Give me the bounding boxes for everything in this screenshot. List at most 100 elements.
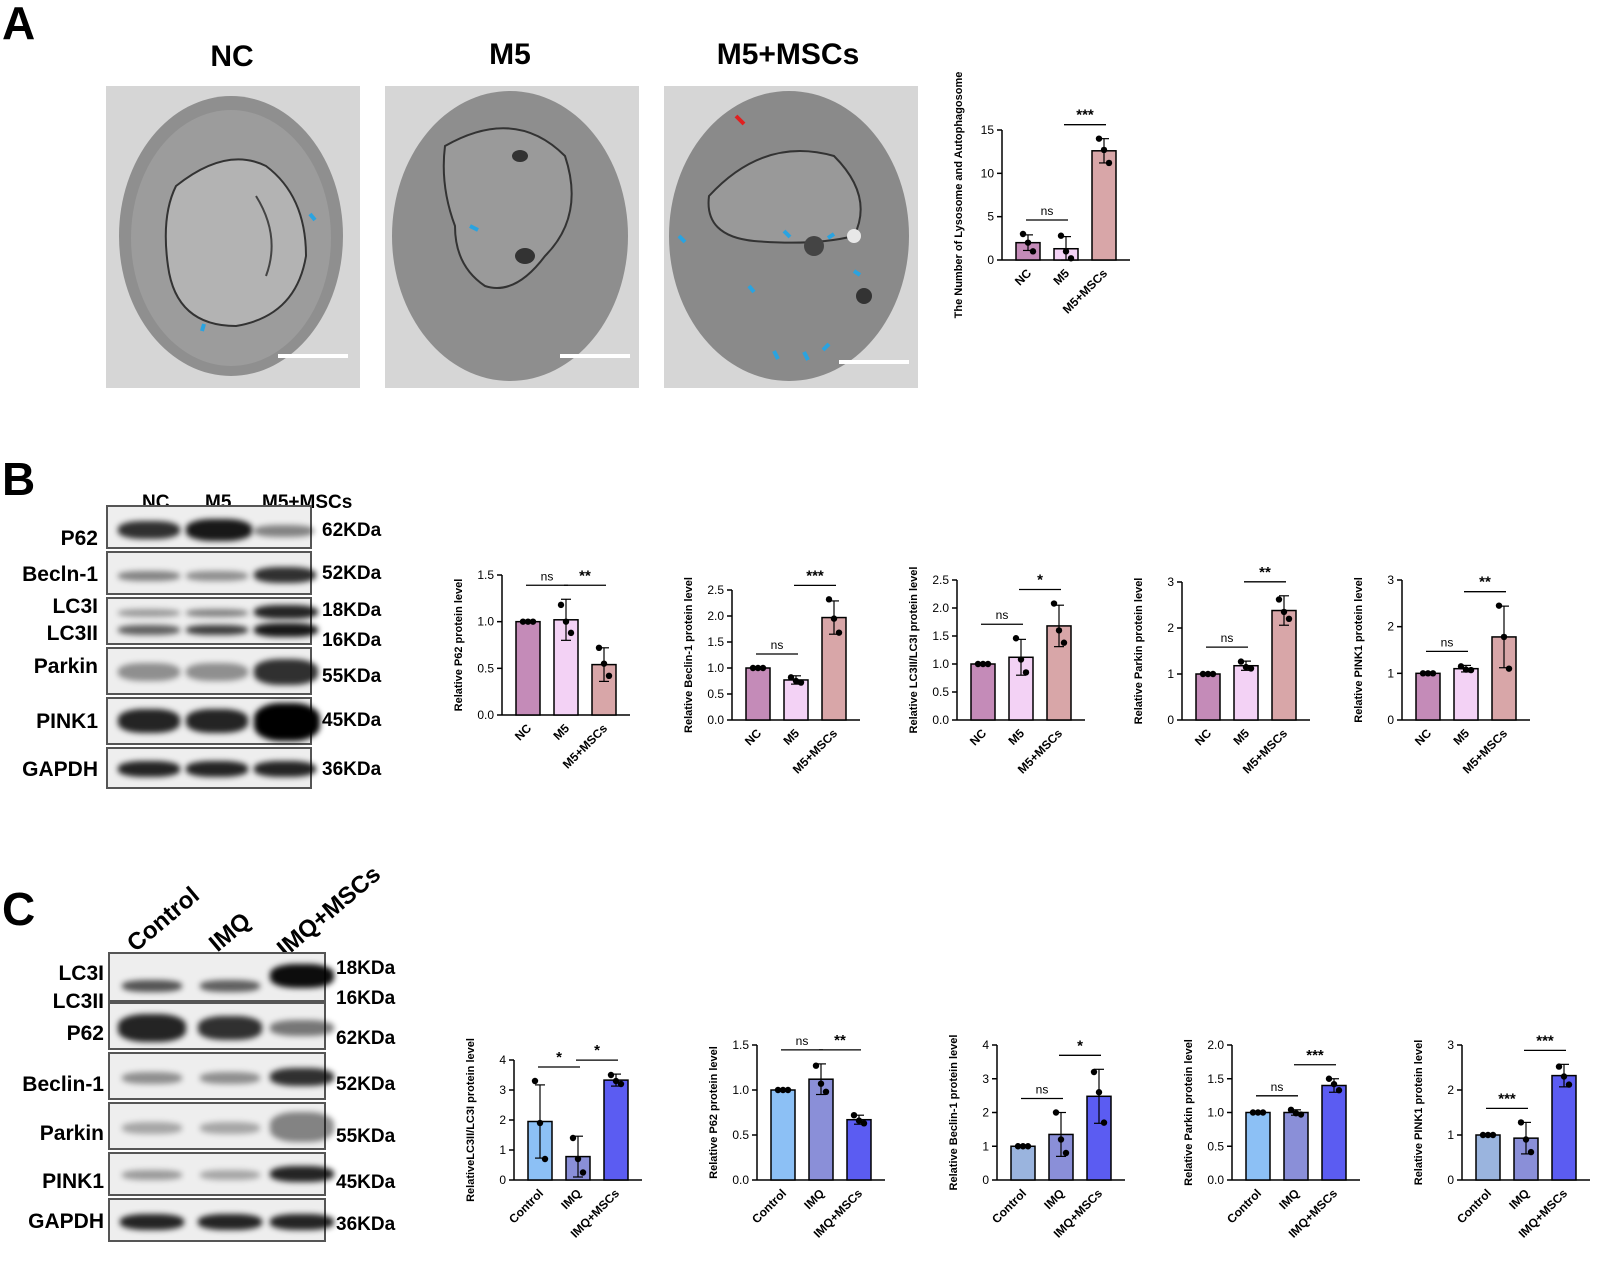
y-tick-label: 0.5 bbox=[477, 661, 494, 675]
em-title-nc: NC bbox=[210, 40, 254, 73]
panel-label-c: C bbox=[2, 883, 36, 935]
blot-c-strip-lc3-band bbox=[270, 964, 334, 988]
blot-b-strip-gapdh-band bbox=[254, 761, 316, 777]
data-point bbox=[1555, 1063, 1563, 1070]
sig-label: *** bbox=[1498, 1090, 1516, 1107]
data-point bbox=[612, 1077, 620, 1085]
blot-c-protein-6: GAPDH bbox=[28, 1210, 104, 1233]
chart-b-beclin: Relative Beclin-1 protein level 0.0 0.5 1.0… bbox=[680, 550, 860, 810]
sig-label: ns bbox=[1271, 1080, 1284, 1094]
x-tick-label: NC bbox=[742, 726, 764, 748]
data-point bbox=[567, 629, 575, 637]
chart-b-parkin: Relative Parkin protein level 0 1 2 3 NC M5 M5+… bbox=[1130, 542, 1310, 810]
y-tick-label: 1 bbox=[982, 1139, 989, 1153]
y-tick-label: 0.5 bbox=[932, 685, 949, 699]
data-point bbox=[574, 1155, 582, 1163]
x-tick-label: Control bbox=[1454, 1186, 1494, 1226]
sig-label: *** bbox=[806, 567, 824, 584]
blot-c-strip-p62-band bbox=[118, 1014, 186, 1042]
data-point bbox=[1014, 1143, 1022, 1150]
blot-c-strip-lc3-band bbox=[122, 980, 182, 992]
chart-c-pink1: Relative PINK1 protein level 0 1 2 3 Control I… bbox=[1410, 1005, 1590, 1270]
chart-c-beclin: Relative Beclin-1 protein level 0 1 2 3 4 Cont… bbox=[945, 1005, 1125, 1270]
x-tick-label: NC bbox=[1192, 726, 1214, 748]
sig-label: ns bbox=[1036, 1083, 1049, 1097]
y-tick-label: 0 bbox=[987, 253, 994, 267]
data-point bbox=[1500, 633, 1508, 641]
data-point bbox=[1019, 1143, 1027, 1150]
x-tick-label: M5 bbox=[550, 721, 572, 743]
data-point bbox=[830, 615, 838, 622]
data-point bbox=[759, 664, 767, 672]
y-tick-label: 2.0 bbox=[1207, 1038, 1224, 1052]
x-tick-label: M5 bbox=[1050, 266, 1072, 288]
y-tick-label: 0 bbox=[1167, 713, 1174, 727]
data-point bbox=[1429, 670, 1437, 677]
data-point bbox=[825, 596, 833, 603]
blot-c-kda-0: 18KDa bbox=[336, 958, 396, 979]
data-point bbox=[1237, 658, 1245, 665]
blot-b-strip-parkin-band bbox=[254, 659, 318, 685]
blot-b-strip-parkin bbox=[106, 647, 318, 695]
data-point bbox=[1259, 1109, 1267, 1116]
blot-b-strip-lc3-band bbox=[186, 625, 248, 635]
bar bbox=[1321, 1084, 1347, 1181]
blot-c-strip-lc3-band bbox=[200, 980, 260, 992]
data-point bbox=[1057, 1136, 1065, 1143]
bar bbox=[808, 1078, 834, 1181]
chart-ylabel: Relative P62 protein level bbox=[708, 1046, 720, 1179]
data-point bbox=[979, 660, 987, 668]
blot-c-strip-gapdh bbox=[108, 1198, 334, 1242]
data-point bbox=[531, 1077, 539, 1085]
em-title-m5: M5 bbox=[489, 38, 531, 71]
y-tick-label: 1 bbox=[1387, 666, 1394, 680]
data-point bbox=[1024, 1143, 1032, 1150]
bar bbox=[603, 1079, 629, 1181]
blot-b-protein-6: GAPDH bbox=[22, 758, 98, 781]
data-point bbox=[557, 601, 565, 609]
chart-b-lc3: Relative LC3II/LC3I protein level 0.0 0.5 1… bbox=[905, 540, 1085, 810]
blot-b-strip-gapdh bbox=[106, 747, 316, 789]
blot-c-strip-lc3 bbox=[108, 952, 334, 1002]
bar bbox=[515, 620, 541, 716]
data-point bbox=[579, 1169, 587, 1176]
x-tick-label: M5 bbox=[1230, 726, 1252, 748]
blot-b-strip-pink1-band bbox=[186, 709, 248, 733]
blot-b-strip-parkin-band bbox=[186, 663, 248, 681]
blot-c-strip-beclin-band bbox=[122, 1072, 182, 1084]
x-tick-label: Control bbox=[749, 1186, 789, 1226]
data-point bbox=[1057, 232, 1065, 239]
sig-label: ** bbox=[834, 1032, 846, 1049]
data-point bbox=[1100, 146, 1108, 154]
x-tick-label: Control bbox=[1224, 1186, 1264, 1226]
chart-svg: Relative P62 protein level 0.0 0.5 1.0 1.5 Co… bbox=[708, 1032, 885, 1241]
data-point bbox=[1067, 255, 1075, 262]
data-point bbox=[1424, 670, 1432, 677]
sig-label: ns bbox=[771, 638, 784, 652]
sig-label: ns bbox=[1441, 635, 1454, 649]
blot-c-kda-4: 55KDa bbox=[336, 1126, 396, 1147]
x-tick-label: NC bbox=[512, 721, 534, 743]
sig-label: ** bbox=[1259, 564, 1271, 581]
sig-label: ns bbox=[541, 569, 554, 583]
x-tick-label: Control bbox=[989, 1186, 1029, 1226]
data-point bbox=[1095, 1089, 1103, 1096]
bar bbox=[1010, 1145, 1036, 1181]
chart-c-lc3: RelativeLC3II/LC3I protein level 0 1 2 3 4 Con… bbox=[462, 1020, 642, 1270]
data-point bbox=[1280, 608, 1288, 616]
data-point bbox=[1249, 1109, 1257, 1116]
data-point bbox=[519, 618, 527, 625]
data-point bbox=[1457, 663, 1465, 670]
sig-label: ns bbox=[1221, 631, 1234, 645]
blot-b-protein-2: LC3I bbox=[52, 595, 98, 618]
blot-c-protein-3: Beclin-1 bbox=[22, 1073, 104, 1096]
y-tick-label: 1 bbox=[1447, 1128, 1454, 1142]
y-tick-label: 1.0 bbox=[1207, 1106, 1224, 1120]
blot-b-strip-gapdh-band bbox=[186, 761, 248, 777]
chart-svg: Relative PINK1 protein level 0 1 2 3 Control I… bbox=[1413, 1032, 1590, 1241]
bar bbox=[745, 667, 771, 721]
data-point bbox=[822, 1088, 830, 1095]
blot-b-kda-1: 52KDa bbox=[322, 563, 382, 584]
chart-ylabel: RelativeLC3II/LC3I protein level bbox=[465, 1038, 477, 1202]
blot-b-strip-p62-band bbox=[254, 525, 314, 537]
